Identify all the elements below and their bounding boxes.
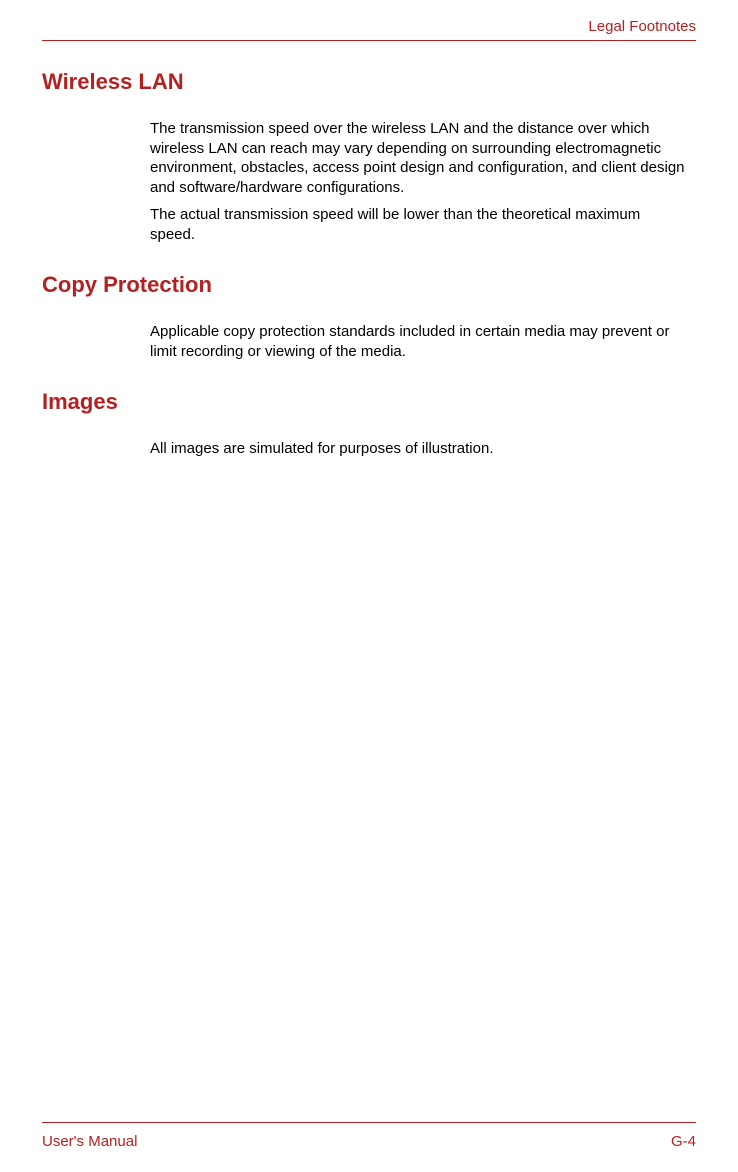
section-heading: Copy Protection bbox=[42, 272, 696, 298]
page-header: Legal Footnotes bbox=[42, 18, 696, 41]
paragraph-text: The actual transmission speed will be lo… bbox=[150, 205, 688, 244]
section-wireless-lan: Wireless LAN The transmission speed over… bbox=[42, 69, 696, 244]
paragraph-text: Applicable copy protection standards inc… bbox=[150, 322, 688, 361]
section-heading: Images bbox=[42, 389, 696, 415]
paragraph-text: All images are simulated for purposes of… bbox=[150, 439, 688, 459]
section-heading: Wireless LAN bbox=[42, 69, 696, 95]
section-copy-protection: Copy Protection Applicable copy protecti… bbox=[42, 272, 696, 361]
page-footer: User's Manual G-4 bbox=[42, 1122, 696, 1172]
paragraph-text: The transmission speed over the wireless… bbox=[150, 119, 688, 197]
footer-left-text: User's Manual bbox=[42, 1133, 137, 1150]
section-images: Images All images are simulated for purp… bbox=[42, 389, 696, 459]
footer-right-text: G-4 bbox=[671, 1133, 696, 1150]
header-title: Legal Footnotes bbox=[588, 18, 696, 35]
section-body: All images are simulated for purposes of… bbox=[42, 439, 696, 459]
section-body: Applicable copy protection standards inc… bbox=[42, 322, 696, 361]
page-container: Legal Footnotes Wireless LAN The transmi… bbox=[0, 0, 738, 1172]
section-body: The transmission speed over the wireless… bbox=[42, 119, 696, 244]
page-content: Wireless LAN The transmission speed over… bbox=[42, 41, 696, 1122]
